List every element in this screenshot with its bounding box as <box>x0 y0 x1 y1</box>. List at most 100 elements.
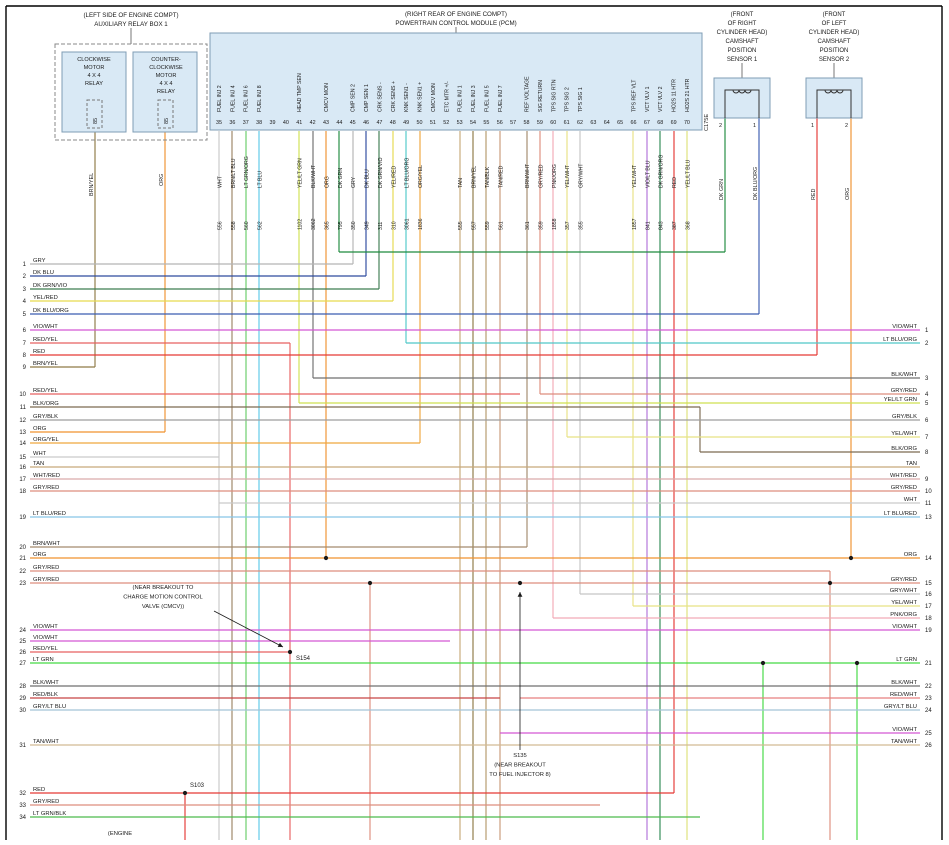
left-row-wire-label: ORG <box>33 426 47 432</box>
left-row-wire-label: VIO/WHT <box>33 635 58 641</box>
left-row-wire-label: LT GRN <box>33 657 54 663</box>
splice-s135-note: S135 <box>513 753 527 759</box>
left-row-number: 16 <box>19 465 26 471</box>
pcm-pin-label: FUEL INJ 4 <box>230 85 236 112</box>
splice-dot <box>517 580 523 586</box>
pcm-pin-label: ETC MTR +/- <box>444 81 450 112</box>
cmcv-note-arrow <box>213 610 284 648</box>
left-row-number: 8 <box>23 353 27 359</box>
relay-box-location: (LEFT SIDE OF ENGINE COMPT) <box>83 12 178 19</box>
pcm-pin-number: 64 <box>604 120 610 126</box>
sensor-2-title: POSITION <box>820 48 849 54</box>
left-row-number: 18 <box>19 489 26 495</box>
left-row-number: 9 <box>23 365 27 371</box>
left-row-wire-label: RED <box>33 349 45 355</box>
pcm-wire-color: RED <box>672 177 678 188</box>
pcm-pin-number: 68 <box>657 120 663 126</box>
sensor-wire-color: DK BLU/ORG <box>753 167 759 200</box>
pcm-wire-color: YEL/RED <box>391 166 397 188</box>
splice-dot <box>367 580 373 586</box>
left-row-number: 19 <box>19 515 26 521</box>
pcm-pin-label: CRK SENS + <box>391 81 397 112</box>
pcm-pin-number: 49 <box>403 120 409 126</box>
pcm-wire-number: 3062 <box>311 218 317 230</box>
relay-box-title: AUXILIARY RELAY BOX 1 <box>94 21 168 28</box>
right-row-number: 10 <box>925 489 932 495</box>
left-row-number: 27 <box>19 661 26 667</box>
splice-s135-note: TO FUEL INJECTOR 8) <box>489 772 550 778</box>
pcm-pin-number: 61 <box>564 120 570 126</box>
left-row-number: 3 <box>23 287 27 293</box>
pcm-pin-number: 36 <box>229 120 235 126</box>
right-row-number: 14 <box>925 556 932 562</box>
relay-1-pin-box <box>86 99 103 129</box>
right-row-wire-label: BLK/WHT <box>891 680 917 686</box>
pcm-pin-label: VCT VLV 2 <box>658 86 664 112</box>
splice-dot <box>760 660 766 666</box>
pcm-wire-number: 359 <box>538 221 544 230</box>
left-row-wire-label: LT BLU/RED <box>33 511 66 517</box>
left-row-wire-label: RED/YEL <box>33 337 59 343</box>
right-row-number: 11 <box>925 501 932 507</box>
left-row-wire-label: DK BLU/ORG <box>33 308 69 314</box>
relay-2-box <box>132 51 198 133</box>
pcm-wire-color: YEL/LT GRN <box>298 158 304 188</box>
pcm-wire-number: 555 <box>458 221 464 230</box>
pcm-box <box>209 32 703 131</box>
left-row-wire-label: DK BLU <box>33 270 54 276</box>
sensor-2-title: OF LEFT <box>822 21 847 27</box>
engine-note-partial: (ENGINE <box>108 831 132 837</box>
sensor-2-title: CYLINDER HEAD) <box>809 30 860 36</box>
pcm-pin-number: 52 <box>443 120 449 126</box>
left-row-number: 33 <box>19 803 26 809</box>
pcm-pin-number: 60 <box>550 120 556 126</box>
relay-1-label: RELAY <box>85 81 103 87</box>
right-row-wire-label: YEL/WHT <box>891 600 917 606</box>
pcm-wire-number: 355 <box>578 221 584 230</box>
pcm-wire-color: BRN/YEL <box>472 166 478 188</box>
pcm-pin-label: TPS SIG 2 <box>565 87 571 112</box>
left-row-wire-label: RED/YEL <box>33 646 59 652</box>
pcm-pin-label: FUEL INJ 1 <box>458 85 464 112</box>
pcm-pin-label: HEAD TMP SEN <box>297 73 303 112</box>
left-row-wire-label: DK GRN/VIO <box>33 283 68 289</box>
cmcv-breakout-note: VALVE (CMCV)) <box>142 604 184 610</box>
pcm-pin-number: 40 <box>283 120 289 126</box>
pcm-pin-number: 35 <box>216 120 222 126</box>
left-row-number: 10 <box>19 392 26 398</box>
pcm-wire-number: 311 <box>378 222 384 230</box>
left-row-number: 1 <box>23 262 27 268</box>
camshaft-sensor-2-box <box>805 77 863 119</box>
pcm-wire-number: 557 <box>472 221 478 230</box>
relay-1-box <box>61 51 127 133</box>
sensor-wire-color: RED <box>811 189 817 200</box>
pcm-pin-number: 41 <box>296 120 302 126</box>
splice-dot <box>848 555 854 561</box>
left-row-wire-label: GRY/BLK <box>33 414 58 420</box>
right-row-wire-label: YEL/WHT <box>891 431 917 437</box>
left-row-wire-label: BRN/YEL <box>33 361 59 367</box>
pcm-pin-label: CMP SEN 1 <box>364 84 370 112</box>
left-row-number: 13 <box>19 430 26 436</box>
splice-dot <box>854 660 860 666</box>
sensor-1-title: (FRONT <box>731 12 754 18</box>
sensor-pin-number: 1 <box>753 123 756 129</box>
pcm-wire-number: 1857 <box>632 218 638 230</box>
pcm-wire-number: 841 <box>645 221 651 230</box>
right-row-wire-label: YEL/LT GRN <box>884 397 917 403</box>
left-row-wire-label: GRY/RED <box>33 577 59 583</box>
pcm-wire-number: 365 <box>324 221 330 230</box>
left-row-number: 4 <box>23 299 27 305</box>
right-row-number: 7 <box>925 435 929 441</box>
splice-dot <box>287 649 293 655</box>
pcm-wire-color: YEL/WHT <box>632 164 638 188</box>
left-row-wire-label: LT GRN/BLK <box>33 811 66 817</box>
left-row-wire-label: GRY <box>33 258 46 264</box>
sensor-1-title: CAMSHAFT <box>726 39 759 45</box>
right-row-wire-label: TAN <box>906 461 917 467</box>
left-row-number: 7 <box>23 341 27 347</box>
left-row-wire-label: YEL/RED <box>33 295 58 301</box>
left-row-wire-label: GRY/RED <box>33 799 59 805</box>
left-row-number: 12 <box>19 418 26 424</box>
